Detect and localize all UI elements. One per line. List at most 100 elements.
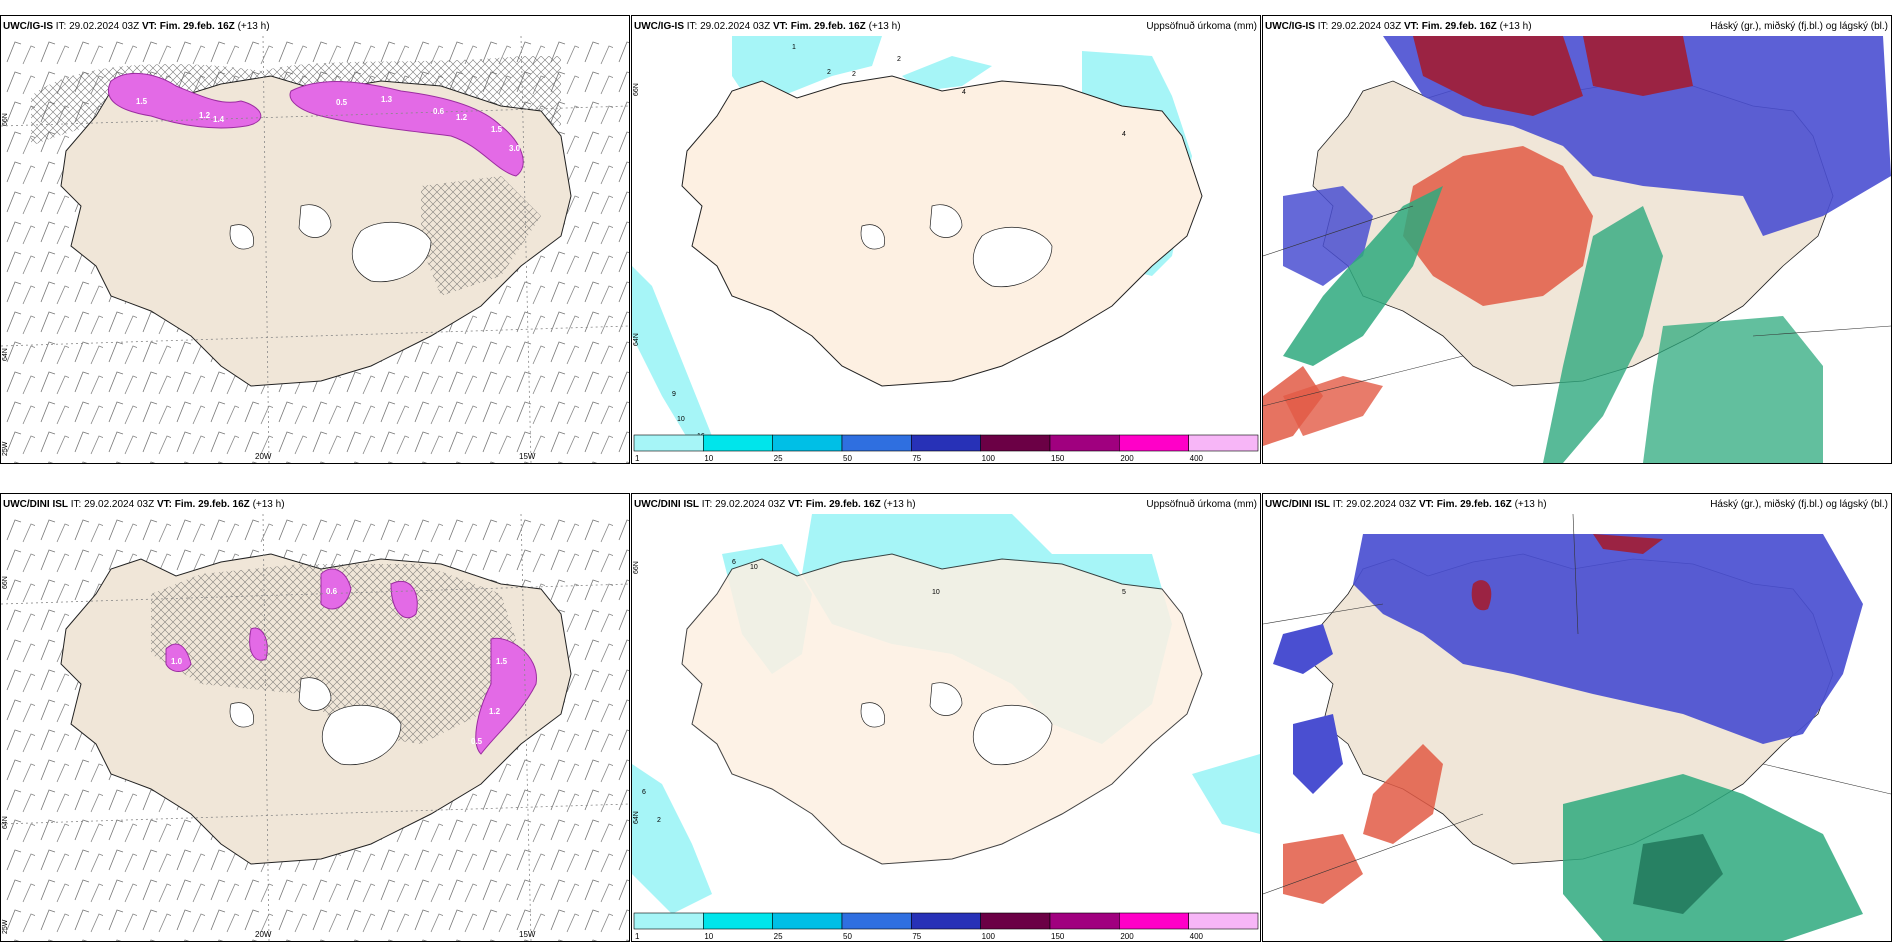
colorbar-swatch xyxy=(1049,434,1120,452)
precip-label: 1.5 xyxy=(496,657,508,666)
precip-label: 1.2 xyxy=(489,707,501,716)
colorbar-swatch xyxy=(1188,434,1259,452)
lat-label-64n: 64N xyxy=(2,348,9,361)
panel-header: UWC/DINI ISL IT: 29.02.2024 03Z VT: Fim.… xyxy=(3,499,285,510)
colorbar-swatch xyxy=(703,434,773,452)
colorbar-tick-label: 75 xyxy=(912,932,921,941)
colorbar-swatch xyxy=(1119,912,1189,930)
precip-label: 0.5 xyxy=(336,98,348,107)
panel-header: UWC/DINI ISL IT: 29.02.2024 03Z VT: Fim.… xyxy=(634,499,916,510)
map-bottom-mid: 6 10 10 5 6 2 xyxy=(632,514,1260,914)
panel-top-mid-precip: UWC/IG-IS IT: 29.02.2024 03Z VT: Fim. 29… xyxy=(631,15,1261,464)
colorbar-tick-label: 200 xyxy=(1120,454,1134,463)
lat-label-64n: 64N xyxy=(633,333,640,346)
colorbar-tick-label: 1 xyxy=(635,454,640,463)
colorbar-tick-label: 150 xyxy=(1051,454,1065,463)
colorbar-tick-label: 50 xyxy=(843,454,852,463)
precip-value: 5 xyxy=(1122,589,1126,596)
lon-label-15w: 15W xyxy=(519,930,536,939)
panel-header: UWC/DINI ISL IT: 29.02.2024 03Z VT: Fim.… xyxy=(1265,499,1547,510)
panel-header: UWC/IG-IS IT: 29.02.2024 03Z VT: Fim. 29… xyxy=(3,21,270,32)
precip-value: 2 xyxy=(657,817,661,824)
colorbar-swatch xyxy=(633,434,704,452)
precip-value: 2 xyxy=(897,56,901,63)
lat-label-66n: 66N xyxy=(633,83,640,96)
map-bottom-right xyxy=(1263,514,1891,941)
colorbar-swatch xyxy=(772,912,843,930)
colorbar-tick-label: 100 xyxy=(982,454,996,463)
colorbar-tick-label: 150 xyxy=(1051,932,1065,941)
panel-right-title: Háský (gr.), miðský (fj.bl.) og lágský (… xyxy=(1710,21,1888,32)
precip-value: 10 xyxy=(932,589,940,596)
colorbar-tick-label: 50 xyxy=(843,932,852,941)
map-bottom-left: 1.0 0.6 1.5 1.2 0.5 xyxy=(1,514,629,941)
colorbar-swatch xyxy=(980,434,1051,452)
precip-value: 10 xyxy=(750,564,758,571)
map-top-right xyxy=(1263,36,1891,463)
lon-label-20w: 20W xyxy=(255,930,272,939)
map-top-mid: 1 2 2 2 4 4 9 10 16 xyxy=(632,36,1203,446)
precip-value: 9 xyxy=(672,391,676,398)
panel-right-title: Uppsöfnuð úrkoma (mm) xyxy=(1146,499,1257,510)
colorbar-svg: 1 10 25 50 75 100 150 200 400 xyxy=(633,434,1259,463)
colorbar-swatch xyxy=(772,434,843,452)
precip-value: 6 xyxy=(732,559,736,566)
lat-label-66n: 66N xyxy=(633,561,640,574)
colorbar-svg: 1 10 25 50 75 100 150 200 400 xyxy=(633,912,1259,941)
colorbar: 1 10 25 50 75 100 150 200 400 xyxy=(632,433,1260,463)
colorbar-swatch xyxy=(633,912,704,930)
precip-value: 6 xyxy=(642,789,646,796)
colorbar-swatch xyxy=(911,912,981,930)
precip-label: 1.3 xyxy=(381,95,393,104)
panel-bottom-right-clouds: UWC/DINI ISL IT: 29.02.2024 03Z VT: Fim.… xyxy=(1262,493,1892,942)
lon-label-15w: 15W xyxy=(519,452,536,461)
colorbar: 1 10 25 50 75 100 150 200 400 xyxy=(632,911,1260,941)
colorbar-tick-label: 200 xyxy=(1120,932,1134,941)
lat-label-64n: 64N xyxy=(2,816,9,829)
precip-value: 2 xyxy=(827,69,831,76)
panel-right-title: Uppsöfnuð úrkoma (mm) xyxy=(1146,21,1257,32)
precip-label: 1.5 xyxy=(491,125,503,134)
colorbar-swatch xyxy=(911,434,981,452)
lat-label-66n: 66N xyxy=(2,113,9,126)
panel-top-right-clouds: UWC/IG-IS IT: 29.02.2024 03Z VT: Fim. 29… xyxy=(1262,15,1892,464)
colorbar-swatch xyxy=(1188,912,1259,930)
colorbar-tick-label: 25 xyxy=(774,932,783,941)
colorbar-swatch xyxy=(841,912,912,930)
panel-bottom-mid-precip: UWC/DINI ISL IT: 29.02.2024 03Z VT: Fim.… xyxy=(631,493,1261,942)
precip-label: 1.5 xyxy=(136,97,148,106)
precip-label: 0.6 xyxy=(433,107,445,116)
colorbar-swatch xyxy=(1119,434,1189,452)
colorbar-tick-label: 10 xyxy=(704,454,713,463)
colorbar-tick-label: 400 xyxy=(1190,454,1204,463)
precip-value: 4 xyxy=(1122,131,1126,138)
precip-label: 1.4 xyxy=(213,115,225,124)
panel-bottom-left-wind-precip: UWC/DINI ISL IT: 29.02.2024 03Z VT: Fim.… xyxy=(0,493,630,942)
colorbar-swatch xyxy=(980,912,1051,930)
map-top-left: 1.5 1.2 1.4 0.5 1.3 0.6 1.2 1.5 3.0 xyxy=(1,36,629,463)
colorbar-tick-label: 10 xyxy=(704,932,713,941)
panel-header: UWC/IG-IS IT: 29.02.2024 03Z VT: Fim. 29… xyxy=(1265,21,1532,32)
precip-label: 0.6 xyxy=(326,587,338,596)
colorbar-tick-label: 400 xyxy=(1190,932,1204,941)
colorbar-tick-label: 75 xyxy=(912,454,921,463)
lat-label-25w: 25W xyxy=(2,919,9,934)
precip-label: 3.0 xyxy=(509,144,521,153)
precip-value: 10 xyxy=(677,416,685,423)
lat-label-66n: 66N xyxy=(2,576,9,589)
lon-label-20w: 20W xyxy=(255,452,272,461)
colorbar-swatch xyxy=(841,434,912,452)
precip-label: 1.2 xyxy=(199,111,211,120)
precip-label: 1.2 xyxy=(456,113,468,122)
panel-header: UWC/IG-IS IT: 29.02.2024 03Z VT: Fim. 29… xyxy=(634,21,901,32)
precip-label: 1.0 xyxy=(171,657,183,666)
precip-label: 0.5 xyxy=(471,737,483,746)
precip-value: 2 xyxy=(852,71,856,78)
panel-top-left-wind-precip: UWC/IG-IS IT: 29.02.2024 03Z VT: Fim. 29… xyxy=(0,15,630,464)
colorbar-swatch xyxy=(1049,912,1120,930)
lat-label-64n: 64N xyxy=(633,811,640,824)
panel-right-title: Háský (gr.), miðský (fj.bl.) og lágský (… xyxy=(1710,499,1888,510)
precip-value: 1 xyxy=(792,44,796,51)
colorbar-tick-label: 100 xyxy=(982,932,996,941)
colorbar-swatch xyxy=(703,912,773,930)
